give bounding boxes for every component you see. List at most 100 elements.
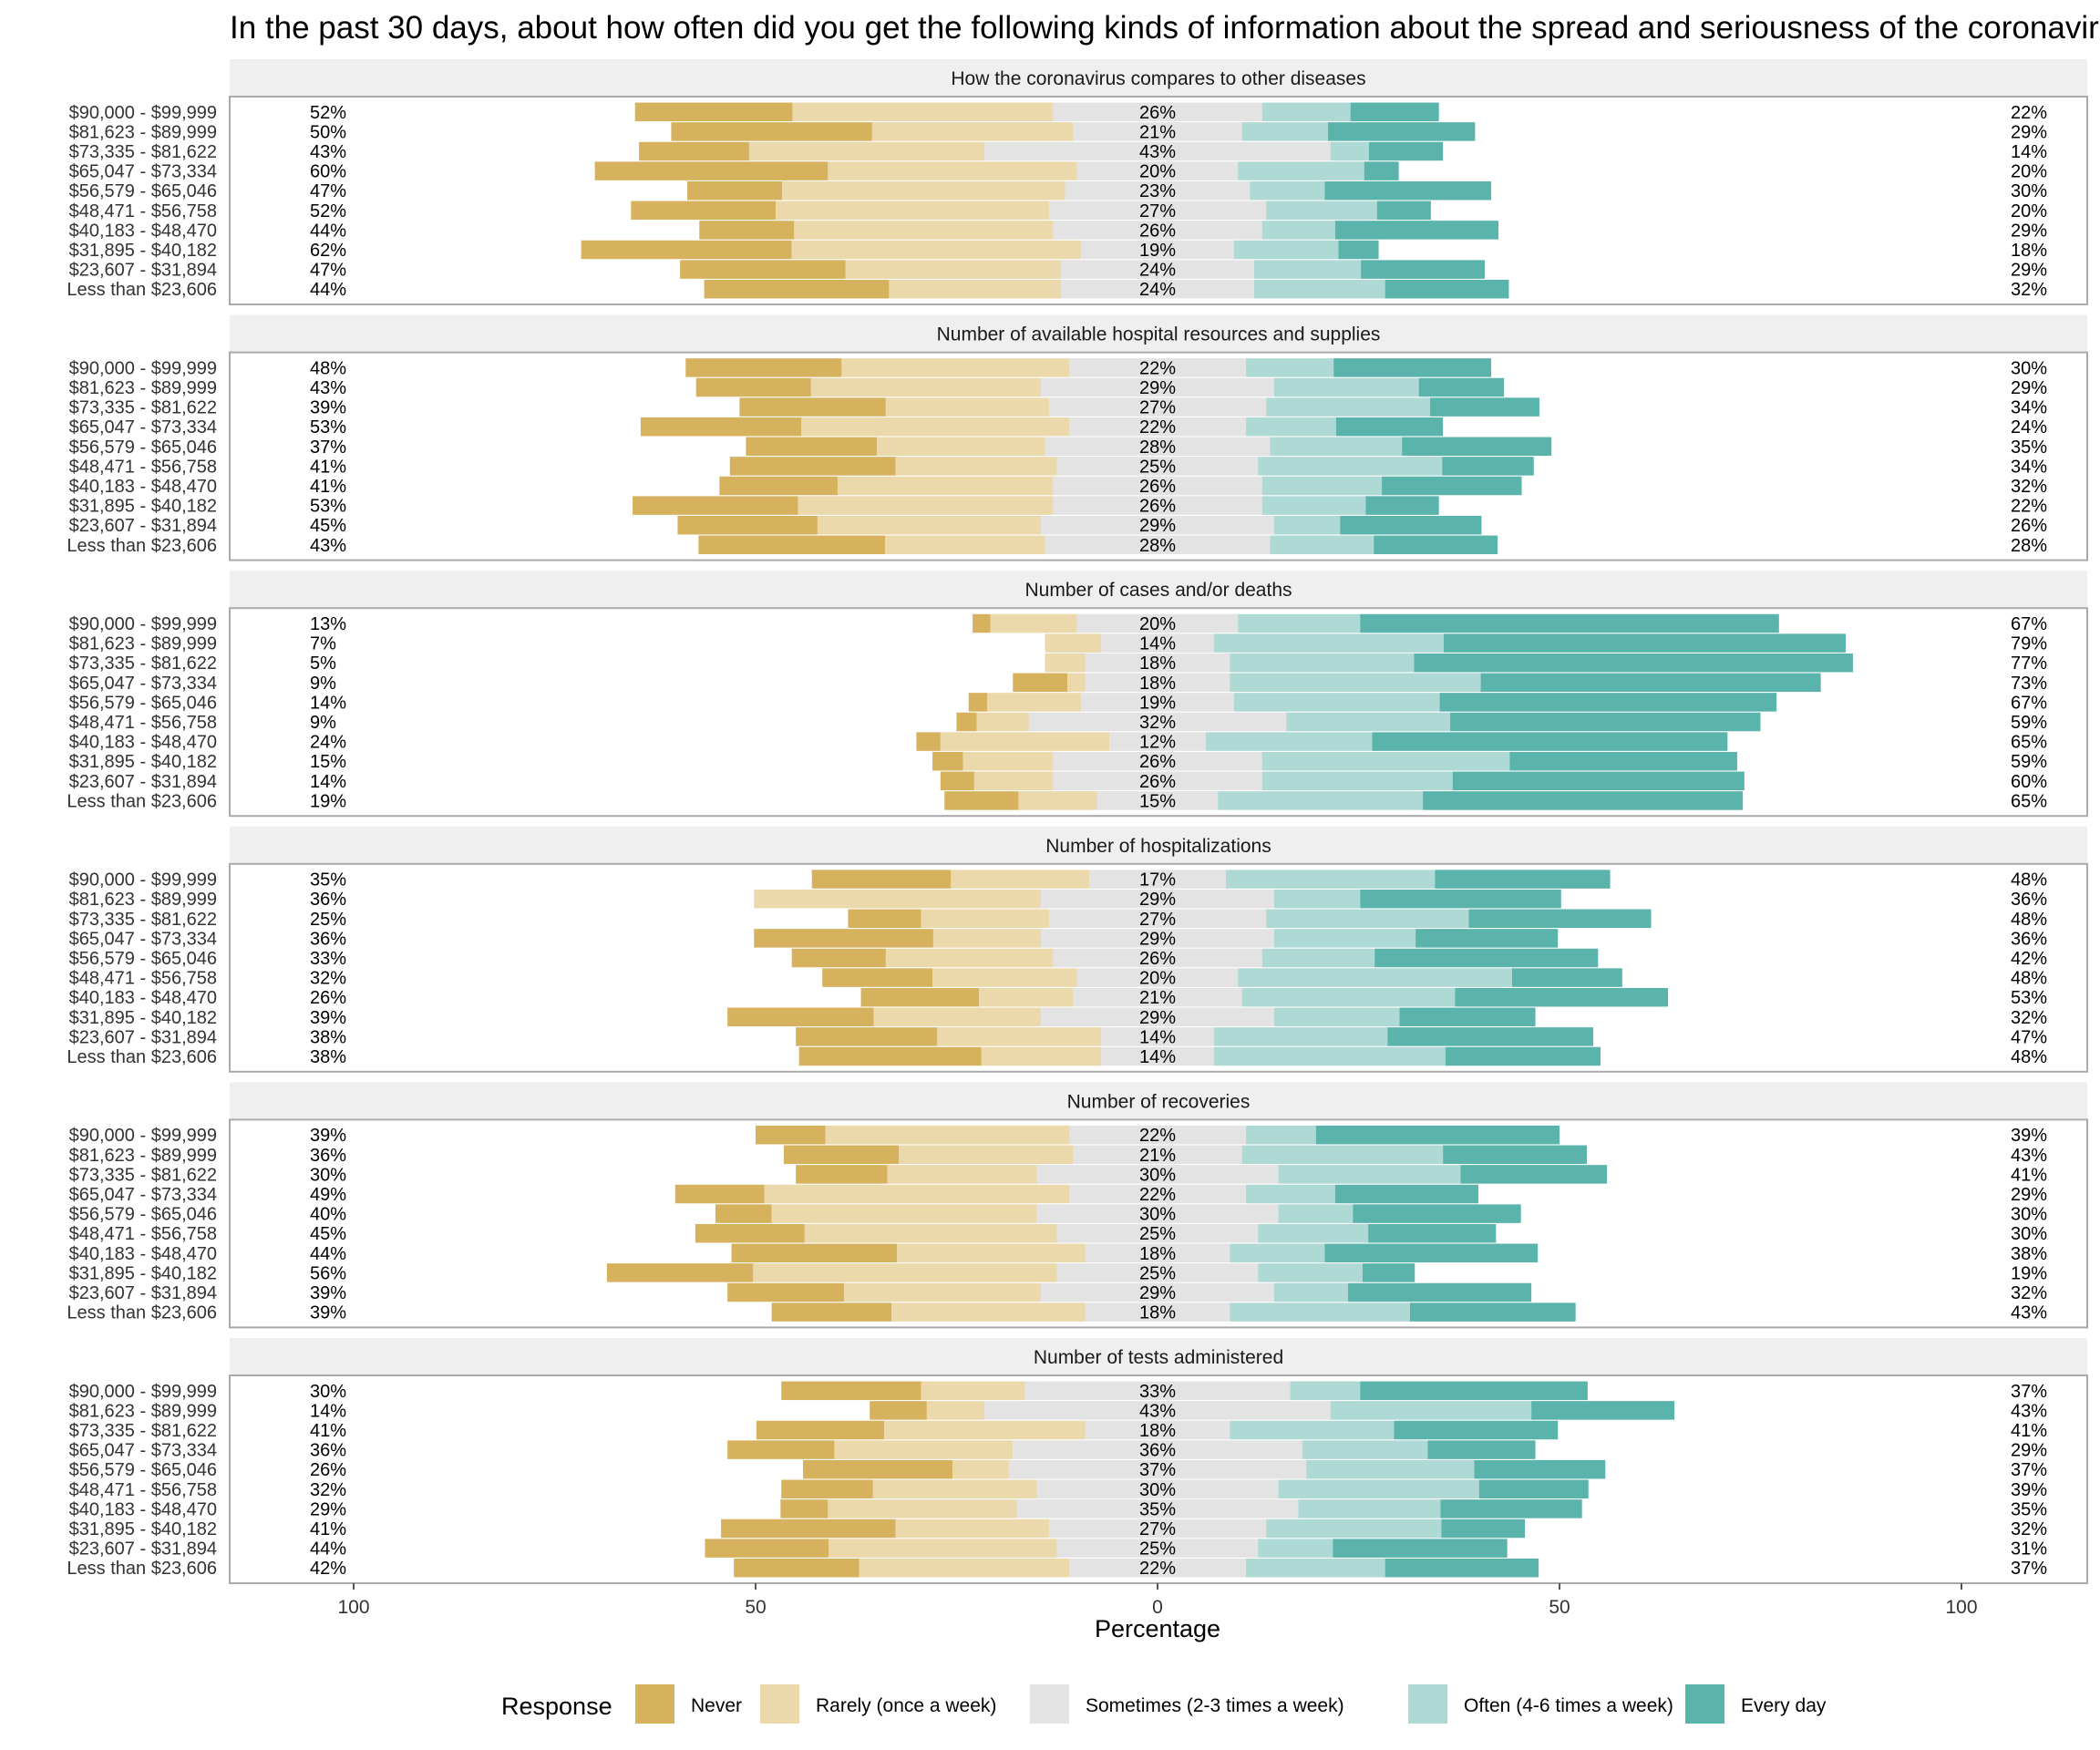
bar-segment-every-day — [1368, 1223, 1497, 1243]
bar-segment-rarely — [937, 1027, 1102, 1046]
bar-row: $65,047 - $73,334 60% 20% 20% — [69, 161, 2047, 182]
bar-row: $40,183 - $48,470 26% 21% 53% — [69, 987, 2047, 1008]
bar-segment-never — [685, 358, 842, 377]
category-label: $90,000 - $99,999 — [69, 870, 217, 890]
bar-row: $65,047 - $73,334 9% 18% 73% — [69, 673, 2047, 694]
high-percent-label: 60% — [2011, 772, 2047, 792]
bar-segment-never — [756, 1125, 826, 1145]
high-percent-label: 28% — [2011, 536, 2047, 556]
low-percent-label: 42% — [310, 1559, 346, 1579]
category-label: $73,335 - $81,622 — [69, 142, 217, 162]
low-percent-label: 60% — [310, 162, 346, 182]
low-percent-label: 30% — [310, 1382, 346, 1402]
bar-segment-rarely — [889, 279, 1062, 299]
bar-segment-rarely — [801, 417, 1069, 437]
bar-segment-never — [704, 279, 890, 299]
bar-segment-rarely — [895, 457, 1057, 476]
high-percent-label: 73% — [2011, 674, 2047, 694]
bar-segment-every-day — [1409, 1302, 1576, 1322]
bar-segment-every-day — [1353, 1204, 1521, 1223]
bar-segment-sometimes — [1016, 1499, 1299, 1518]
category-label: $73,335 - $81,622 — [69, 1421, 217, 1441]
bar-segment-sometimes — [1041, 377, 1274, 397]
high-percent-label: 22% — [2011, 103, 2047, 123]
bar-segment-every-day — [1333, 358, 1492, 377]
category-label: $90,000 - $99,999 — [69, 614, 217, 634]
bar-segment-never — [781, 1381, 921, 1401]
mid-percent-label: 25% — [1139, 1263, 1176, 1283]
low-percent-label: 53% — [310, 497, 346, 517]
bar-segment-never — [594, 161, 829, 180]
facet-title: Number of recoveries — [1067, 1091, 1251, 1112]
high-percent-label: 48% — [2011, 969, 2047, 989]
bar-segment-every-day — [1327, 122, 1476, 141]
low-percent-label: 24% — [310, 733, 346, 753]
high-percent-label: 48% — [2011, 910, 2047, 930]
bar-segment-never — [916, 732, 941, 751]
bar-segment-never — [606, 1263, 754, 1282]
bar-segment-often — [1273, 515, 1341, 535]
mid-percent-label: 25% — [1139, 457, 1176, 477]
bar-segment-sometimes — [1101, 633, 1214, 653]
bar-segment-never — [633, 496, 798, 515]
bar-segment-every-day — [1474, 1459, 1606, 1479]
low-percent-label: 36% — [310, 1146, 346, 1166]
bar-row: $81,623 - $89,999 7% 14% 79% — [69, 633, 2047, 654]
bar-segment-every-day — [1450, 712, 1761, 732]
high-percent-label: 30% — [2011, 358, 2047, 378]
bar-segment-every-day — [1338, 240, 1379, 260]
bar-segment-sometimes — [1045, 535, 1271, 555]
bar-segment-every-day — [1374, 948, 1599, 968]
bar-segment-often — [1258, 1263, 1363, 1282]
bar-segment-every-day — [1439, 693, 1777, 712]
bar-segment-often — [1261, 496, 1366, 515]
category-label: $73,335 - $81,622 — [69, 654, 217, 674]
low-percent-label: 52% — [310, 103, 346, 123]
bar-segment-rarely — [753, 1263, 1057, 1282]
bar-segment-sometimes — [1089, 870, 1226, 889]
bar-segment-rarely — [828, 161, 1077, 180]
bar-segment-often — [1213, 1027, 1388, 1046]
bar-segment-often — [1233, 240, 1339, 260]
bar-segment-often — [1258, 1539, 1333, 1558]
mid-percent-label: 19% — [1139, 241, 1176, 261]
bar-segment-sometimes — [1056, 457, 1259, 476]
bar-segment-sometimes — [1048, 201, 1267, 221]
bar-segment-every-day — [1324, 1243, 1539, 1263]
low-percent-label: 19% — [310, 791, 346, 811]
category-label: $73,335 - $81,622 — [69, 910, 217, 930]
bar-segment-never — [798, 1046, 982, 1066]
bar-segment-never — [727, 1282, 845, 1302]
bar-segment-often — [1273, 1282, 1349, 1302]
category-label: $65,047 - $73,334 — [69, 162, 217, 182]
bar-row: Less than $23,606 43% 28% 28% — [67, 535, 2047, 556]
bar-segment-never — [715, 1204, 772, 1223]
high-percent-label: 53% — [2011, 988, 2047, 1008]
bar-segment-rarely — [979, 987, 1074, 1007]
bar-segment-rarely — [794, 221, 1054, 240]
mid-percent-label: 29% — [1139, 929, 1176, 949]
category-label: $48,471 - $56,758 — [69, 1224, 217, 1244]
mid-percent-label: 26% — [1139, 497, 1176, 517]
bar-segment-rarely — [962, 751, 1054, 771]
high-percent-label: 38% — [2011, 1244, 2047, 1264]
bar-segment-often — [1246, 1125, 1316, 1145]
mid-percent-label: 22% — [1139, 417, 1176, 438]
bar-segment-sometimes — [1096, 791, 1219, 810]
bar-segment-sometimes — [1028, 712, 1287, 732]
low-percent-label: 39% — [310, 1303, 346, 1323]
mid-percent-label: 25% — [1139, 1224, 1176, 1244]
mid-percent-label: 12% — [1139, 733, 1176, 753]
category-label: $81,623 - $89,999 — [69, 1401, 217, 1421]
bar-segment-sometimes — [1041, 1007, 1274, 1027]
bar-segment-rarely — [782, 180, 1065, 201]
high-percent-label: 22% — [2011, 497, 2047, 517]
mid-percent-label: 21% — [1139, 988, 1176, 1008]
bar-segment-sometimes — [1056, 1539, 1259, 1558]
low-percent-label: 50% — [310, 122, 346, 142]
bar-segment-rarely — [897, 1243, 1086, 1263]
mid-percent-label: 22% — [1139, 1185, 1176, 1205]
low-percent-label: 43% — [310, 536, 346, 556]
bar-segment-often — [1246, 358, 1334, 377]
high-percent-label: 59% — [2011, 752, 2047, 772]
